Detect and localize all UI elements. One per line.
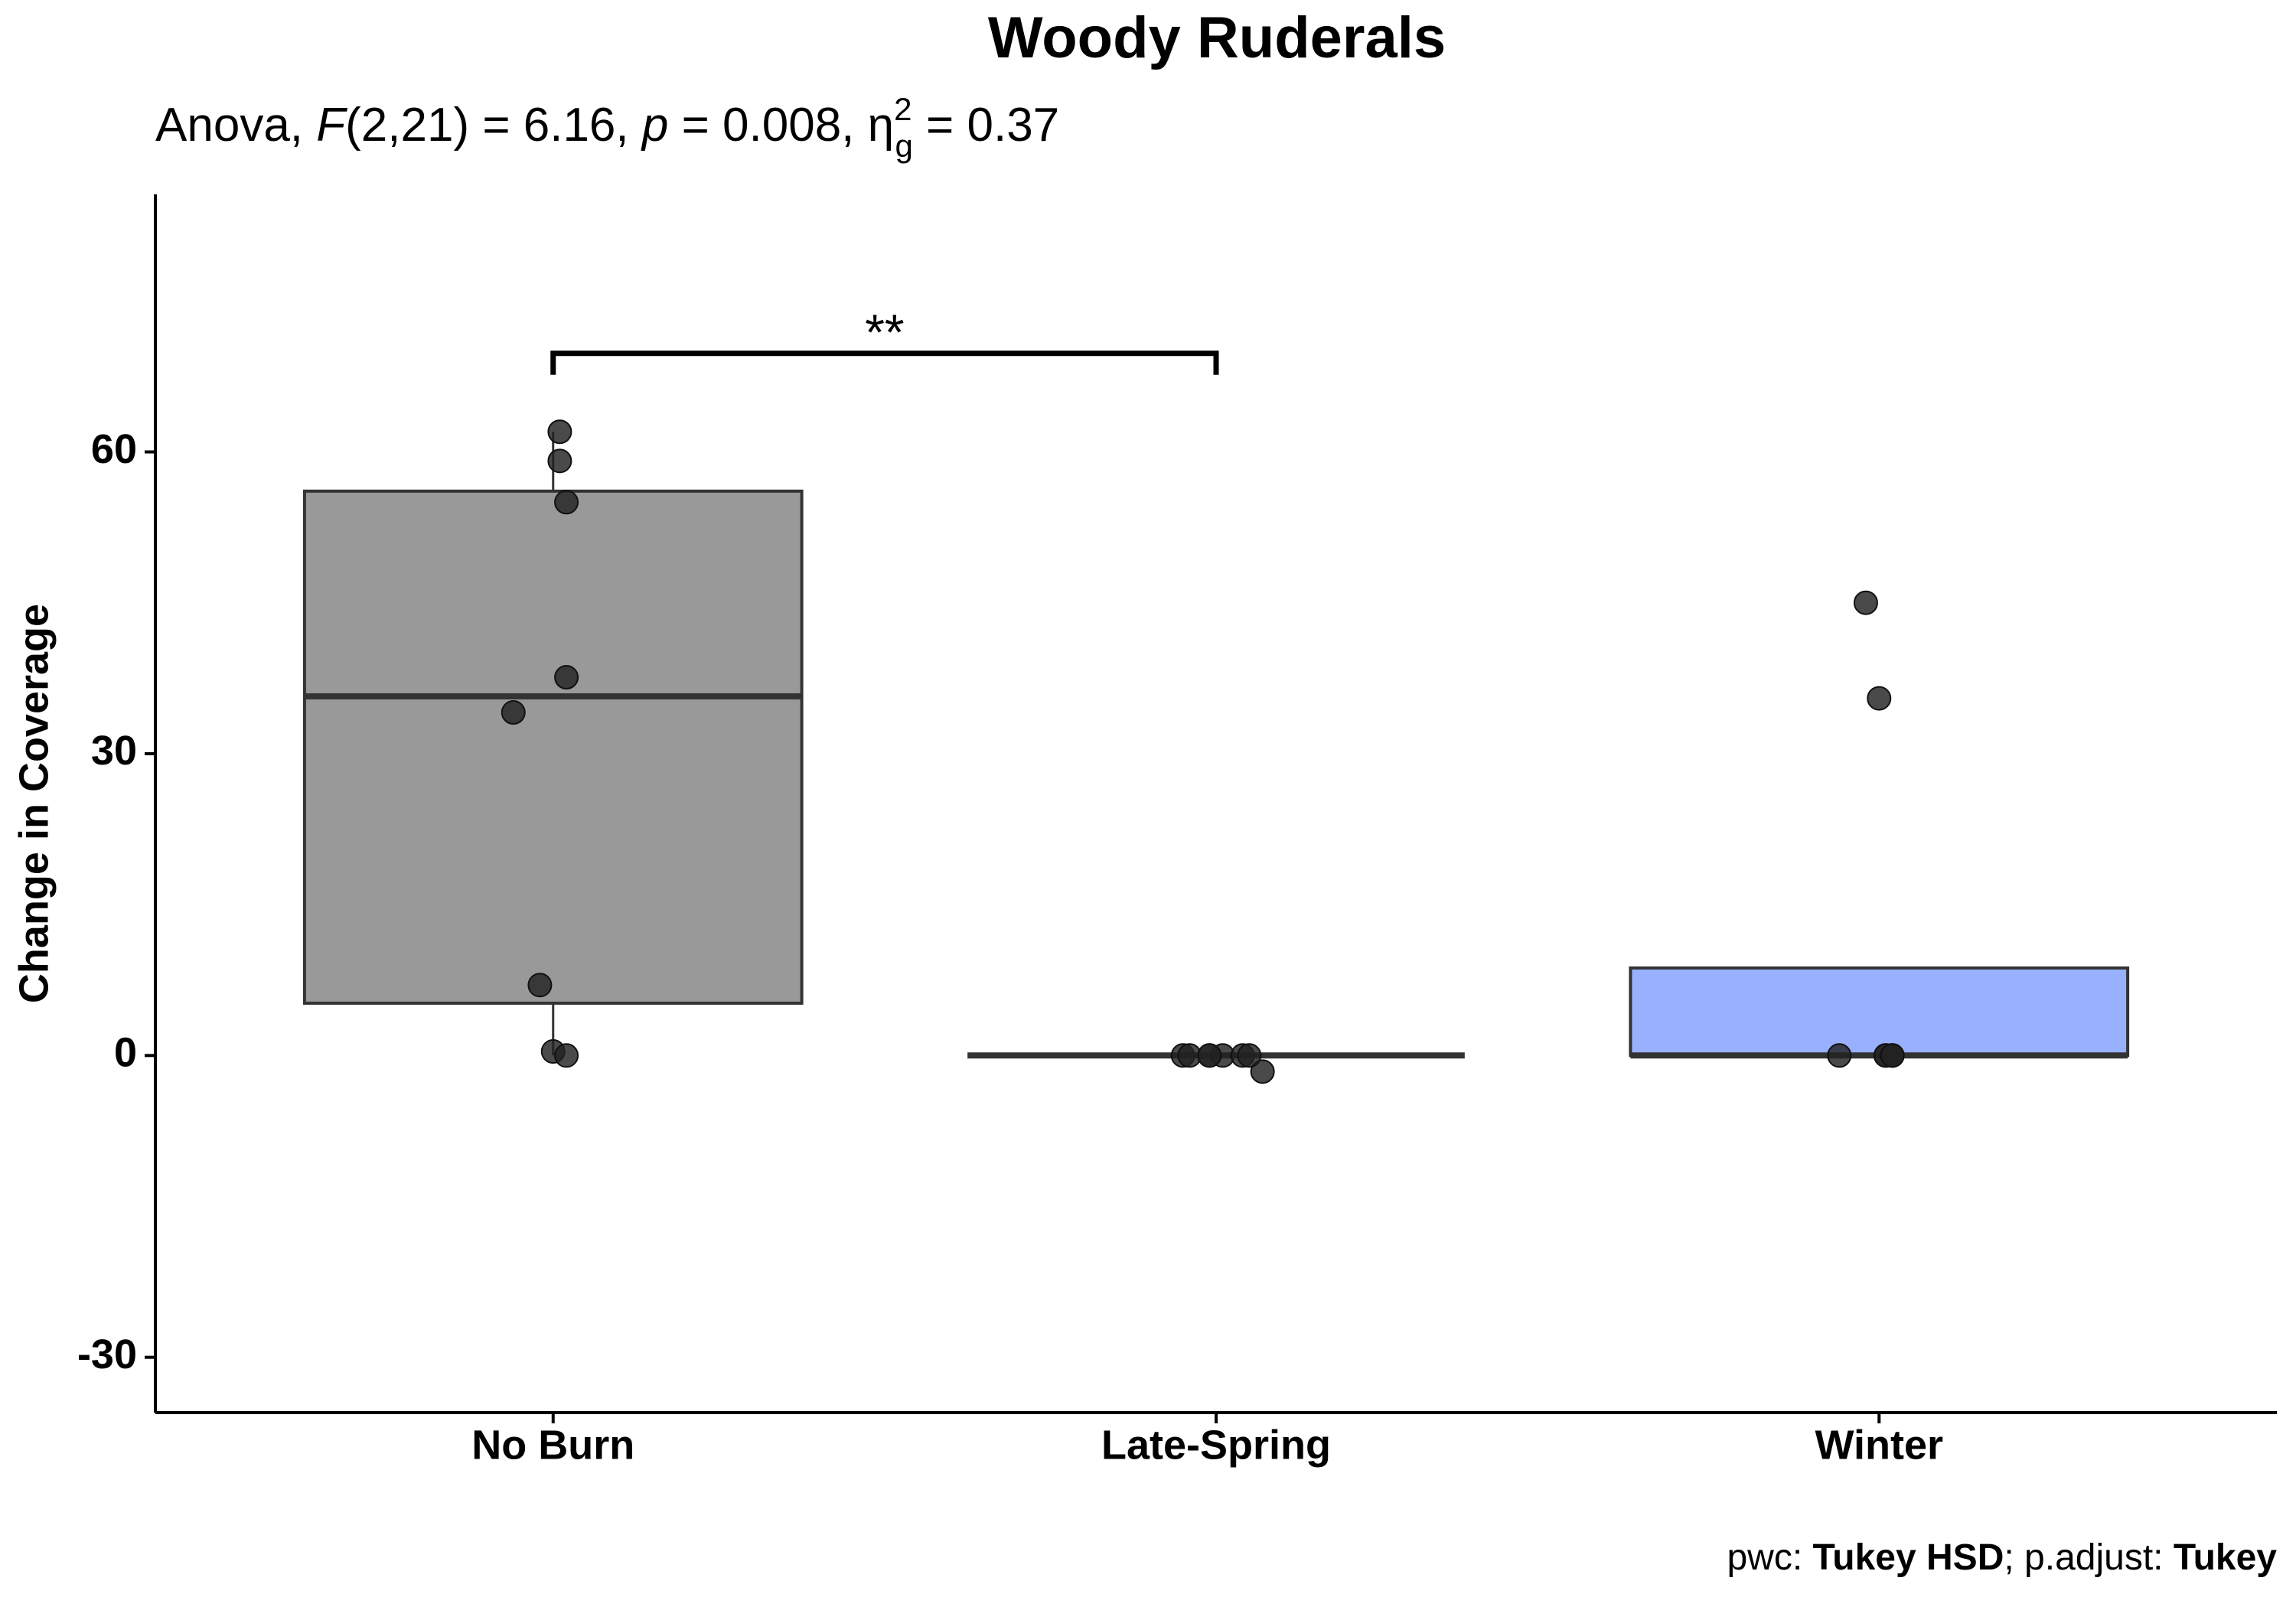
chart-subtitle: Anova, F(2,21) = 6.16, p = 0.008, η2 g = …: [155, 91, 1059, 164]
data-point: [547, 419, 572, 445]
significance-bracket: [550, 350, 1219, 375]
y-tick-label: 60: [91, 426, 137, 472]
subtitle-part: (2,21) = 6.16,: [345, 99, 642, 152]
data-point: [554, 490, 579, 515]
subtitle-part: F: [316, 99, 347, 152]
x-tick-label: Late-Spring: [1101, 1422, 1331, 1468]
data-point: [1880, 1043, 1905, 1068]
chart-title: Woody Ruderals: [988, 5, 1446, 70]
caption: pwc: Tukey HSD; p.adjust: Tukey: [1727, 1537, 2277, 1578]
caption-part: Tukey HSD: [1813, 1537, 2004, 1578]
x-tick-label: No Burn: [471, 1422, 634, 1468]
y-axis-title: Change in Coverage: [11, 604, 57, 1003]
subtitle-part: g: [895, 128, 912, 164]
significance-label: **: [865, 304, 904, 360]
subtitle-part: p: [641, 99, 668, 152]
subtitle-part: = 0.37: [913, 99, 1059, 152]
y-tick-label: 0: [114, 1030, 137, 1076]
data-point: [554, 1043, 579, 1068]
subtitle-part: Anova,: [155, 99, 316, 152]
data-point: [1827, 1043, 1852, 1068]
caption-part: ; p.adjust:: [2004, 1537, 2173, 1578]
caption-part: Tukey: [2174, 1537, 2277, 1578]
data-point: [1237, 1043, 1262, 1068]
data-point: [554, 665, 579, 690]
subtitle-part: = 0.008, η: [668, 99, 894, 152]
caption-part: pwc:: [1727, 1537, 1812, 1578]
data-point: [527, 973, 553, 998]
data-point: [1853, 590, 1878, 615]
data-point: [501, 700, 526, 725]
data-point: [1867, 686, 1892, 711]
y-tick-label: -30: [77, 1332, 137, 1377]
box: [1629, 966, 2130, 1058]
y-tick-label: 30: [91, 728, 137, 774]
subtitle-part: 2: [894, 91, 912, 127]
data-point: [1197, 1043, 1222, 1068]
data-point: [547, 448, 572, 474]
box: [302, 489, 804, 1005]
data-point: [1250, 1059, 1275, 1084]
x-tick-label: Winter: [1815, 1422, 1943, 1468]
